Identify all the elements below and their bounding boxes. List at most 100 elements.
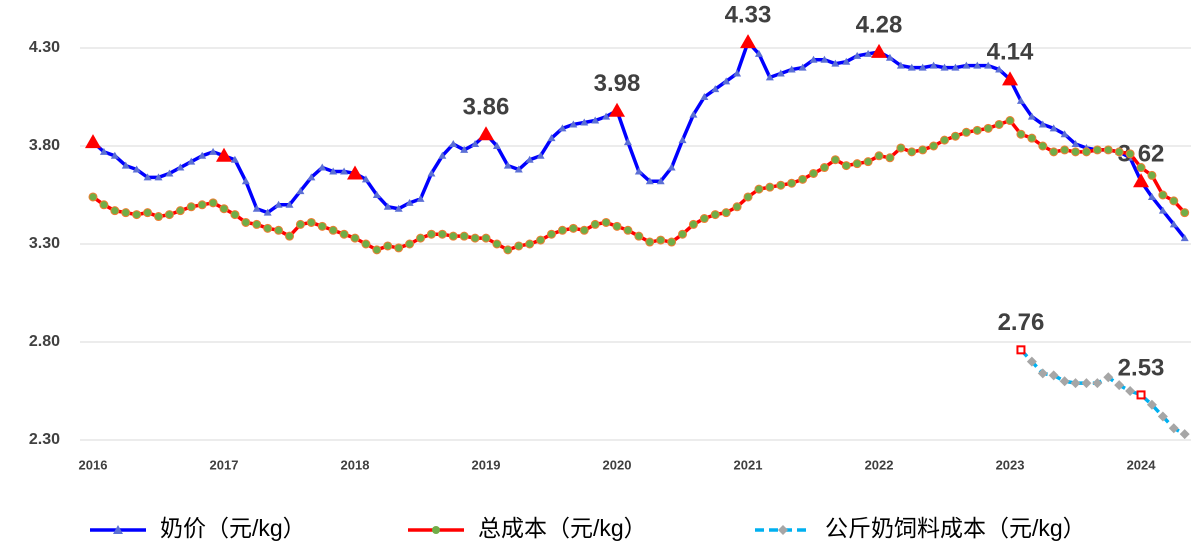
marker: [743, 192, 753, 202]
marker: [830, 155, 840, 165]
marker: [688, 219, 698, 229]
marker: [864, 49, 873, 57]
marker: [219, 204, 229, 214]
marker: [426, 229, 436, 239]
marker: [121, 161, 130, 169]
marker: [1037, 368, 1048, 379]
marker: [962, 61, 971, 69]
marker: [601, 217, 611, 227]
marker: [1026, 356, 1037, 367]
marker: [699, 214, 709, 224]
marker: [853, 51, 862, 59]
marker: [885, 53, 894, 61]
marker: [263, 208, 272, 216]
marker: [274, 200, 283, 208]
series-line: [91, 118, 1186, 252]
marker: [405, 239, 415, 249]
marker: [88, 192, 98, 202]
marker: [820, 55, 829, 63]
marker: [950, 131, 960, 141]
highlight-marker: [1136, 390, 1146, 400]
x-tick-label: 2017: [210, 457, 239, 472]
marker: [765, 73, 774, 81]
marker: [99, 147, 108, 155]
marker: [1081, 378, 1092, 389]
marker: [1169, 196, 1179, 206]
marker: [449, 140, 458, 148]
marker: [241, 217, 251, 227]
marker: [110, 206, 120, 216]
marker: [1038, 120, 1047, 128]
x-tick-label: 2018: [341, 457, 370, 472]
x-tick-label: 2024: [1127, 457, 1157, 472]
value-label: 4.28: [856, 11, 903, 38]
marker: [329, 167, 338, 175]
marker: [285, 231, 295, 241]
marker: [711, 85, 720, 93]
marker: [317, 221, 327, 231]
marker: [503, 245, 513, 255]
marker: [394, 204, 403, 212]
marker: [547, 134, 556, 142]
marker: [1070, 378, 1081, 389]
marker: [132, 165, 141, 173]
marker: [557, 225, 567, 235]
marker: [983, 123, 993, 133]
marker: [1048, 370, 1059, 381]
marker: [1071, 147, 1081, 157]
marker: [154, 212, 164, 222]
marker: [394, 243, 404, 253]
marker: [1169, 220, 1178, 228]
marker: [809, 55, 818, 63]
marker: [776, 69, 785, 77]
marker: [1027, 112, 1036, 120]
marker: [132, 210, 142, 220]
highlight-marker: [347, 165, 364, 180]
marker: [99, 200, 109, 210]
marker: [175, 206, 185, 216]
marker: [984, 61, 993, 69]
marker: [656, 235, 666, 245]
value-label: 4.14: [987, 39, 1034, 66]
marker: [383, 202, 392, 210]
marker: [296, 187, 305, 195]
marker: [1038, 141, 1048, 151]
marker: [459, 231, 469, 241]
marker: [437, 229, 447, 239]
marker: [863, 157, 873, 167]
marker: [1168, 423, 1179, 434]
value-label: 3.86: [463, 94, 510, 121]
marker: [1157, 411, 1168, 422]
marker: [110, 151, 119, 159]
marker: [121, 208, 131, 218]
marker: [831, 59, 840, 67]
marker: [754, 49, 763, 57]
marker: [1049, 124, 1058, 132]
marker: [776, 180, 786, 190]
marker: [536, 235, 546, 245]
marker: [427, 169, 436, 177]
marker: [819, 163, 829, 173]
marker: [252, 204, 261, 212]
marker: [721, 208, 731, 218]
x-tick-label: 2022: [865, 457, 894, 472]
marker: [667, 237, 677, 247]
x-tick-label: 2019: [472, 457, 501, 472]
marker: [198, 151, 207, 159]
y-tick-label: 2.30: [29, 431, 60, 448]
marker: [1092, 145, 1102, 155]
marker: [1180, 234, 1189, 242]
marker: [1060, 145, 1070, 155]
legend-marker: [432, 526, 440, 534]
marker: [339, 229, 349, 239]
highlight-marker: [216, 147, 233, 162]
x-tick-label: 2016: [79, 457, 108, 472]
marker: [787, 65, 796, 73]
marker: [722, 77, 731, 85]
marker: [350, 233, 360, 243]
marker: [972, 125, 982, 135]
x-tick-label: 2023: [996, 457, 1025, 472]
value-label: 4.33: [725, 1, 772, 28]
marker: [318, 163, 327, 171]
marker: [285, 200, 294, 208]
